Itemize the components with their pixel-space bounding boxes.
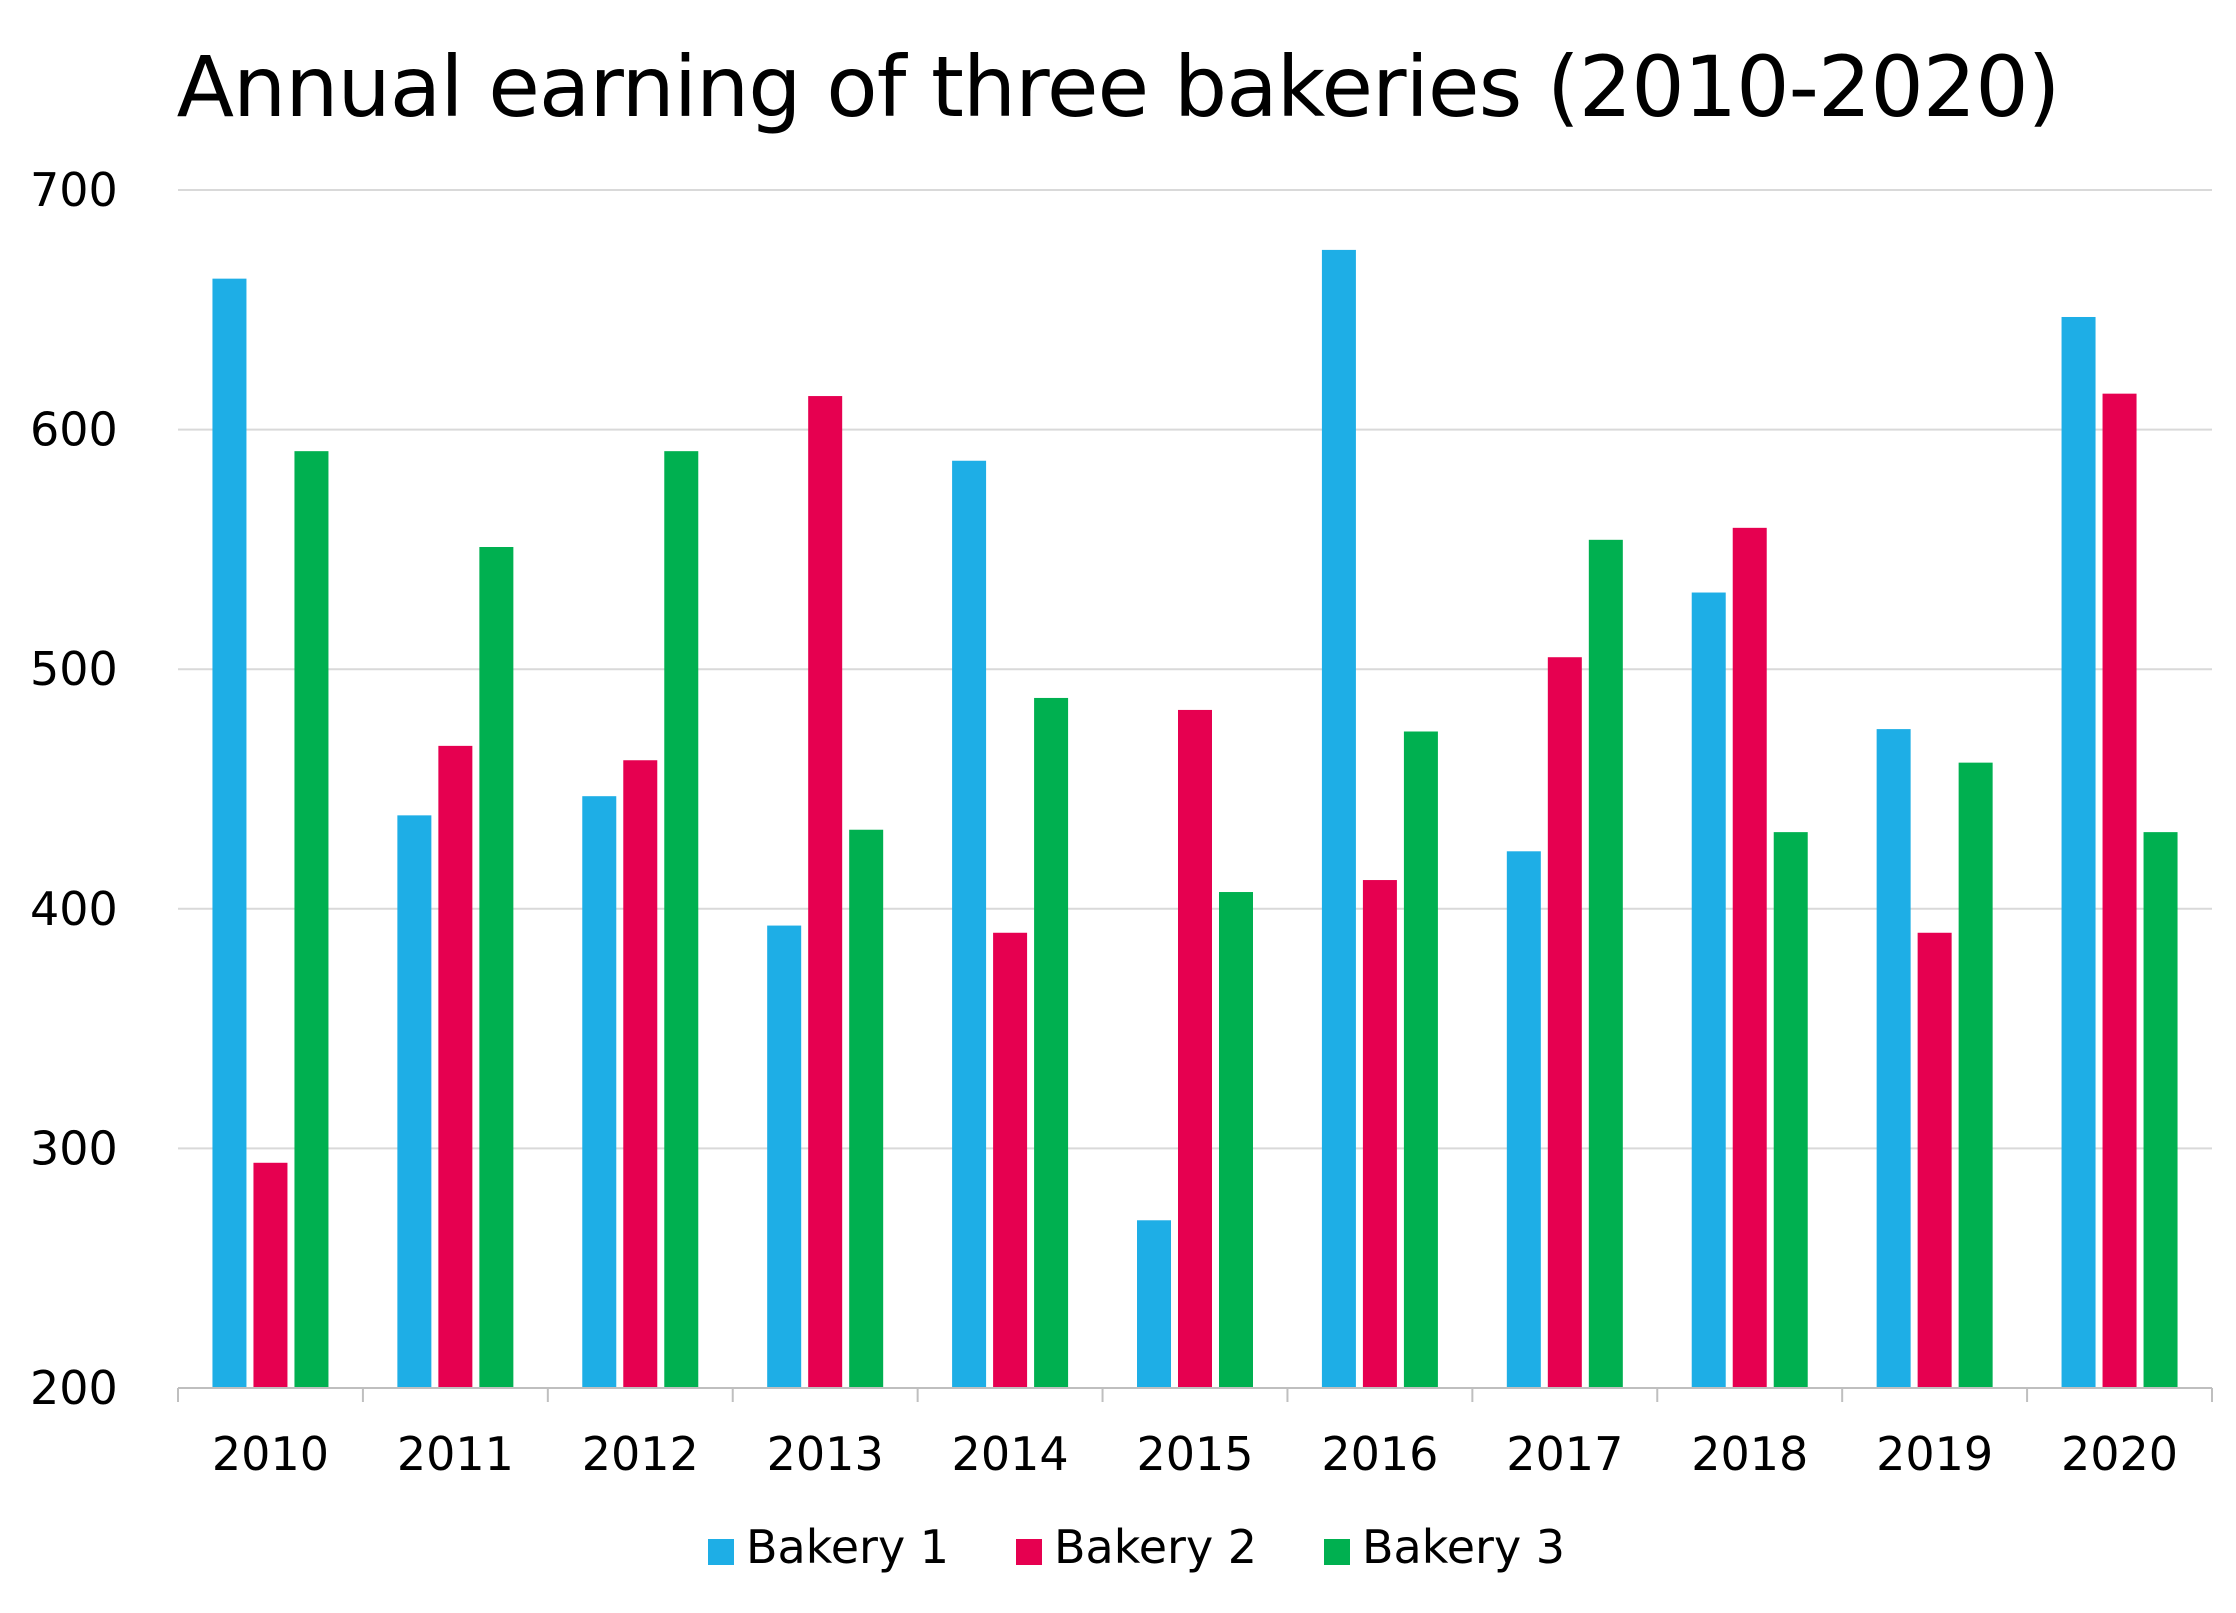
bar-bakery-2-2011: [438, 745, 473, 1388]
y-axis-tick-labels: 200 300 400 500 600 700: [30, 163, 118, 1415]
bar-bakery-3-2011: [479, 547, 514, 1388]
y-tick-label: 300: [30, 1121, 118, 1175]
bar-bakery-1-2018: [1691, 592, 1726, 1388]
y-tick-label: 200: [30, 1361, 118, 1415]
bar-bakery-2-2020: [2102, 393, 2137, 1388]
bar-bakery-3-2012: [664, 451, 699, 1388]
x-tick-label: 2014: [952, 1427, 1069, 1481]
bar-bakery-3-2018: [1773, 832, 1808, 1388]
bar-bakery-3-2010: [294, 451, 329, 1388]
x-tick-label: 2017: [1506, 1427, 1623, 1481]
legend-label: Bakery 3: [1362, 1520, 1565, 1574]
y-tick-label: 500: [30, 642, 118, 696]
bar-bakery-2-2016: [1362, 880, 1397, 1388]
bar-bakery-3-2017: [1588, 539, 1623, 1388]
bar-bakery-3-2019: [1958, 762, 1993, 1388]
legend-swatch: [708, 1539, 734, 1565]
bar-bakery-1-2014: [952, 460, 987, 1388]
bar-bakery-1-2020: [2061, 316, 2096, 1388]
x-tick-label: 2012: [582, 1427, 699, 1481]
bar-bakery-1-2019: [1876, 729, 1911, 1388]
legend-item-bakery-2: Bakery 2: [1016, 1520, 1257, 1574]
bar-bakery-1-2017: [1506, 851, 1541, 1388]
y-tick-label: 400: [30, 882, 118, 936]
bars: [212, 249, 2178, 1389]
bar-bakery-1-2013: [767, 925, 802, 1388]
bar-bakery-2-2012: [623, 760, 658, 1388]
x-axis: [177, 1387, 2213, 1402]
bar-bakery-1-2011: [397, 815, 432, 1388]
x-tick-label: 2018: [1691, 1427, 1808, 1481]
x-tick-label: 2020: [2061, 1427, 2178, 1481]
bar-bakery-2-2018: [1732, 527, 1767, 1388]
bar-bakery-2-2015: [1178, 709, 1212, 1388]
bar-bakery-3-2015: [1219, 892, 1253, 1388]
legend-swatch: [1324, 1539, 1350, 1565]
x-axis-tick-labels: 2010 2011 2012 2013 2014 2015 2016 2017 2018 2019…: [212, 1427, 2178, 1481]
bar-bakery-3-2020: [2143, 832, 2178, 1388]
legend-label: Bakery 2: [1054, 1520, 1257, 1574]
bar-bakery-2-2013: [808, 396, 843, 1388]
bar-bakery-2-2010: [253, 1162, 288, 1388]
bar-bakery-1-2012: [582, 796, 617, 1388]
legend-swatch: [1016, 1539, 1042, 1565]
legend-label: Bakery 1: [746, 1520, 949, 1574]
x-tick-label: 2013: [767, 1427, 884, 1481]
bar-bakery-2-2017: [1547, 657, 1582, 1388]
bar-bakery-2-2019: [1917, 932, 1952, 1388]
x-tick-label: 2016: [1321, 1427, 1438, 1481]
legend-item-bakery-3: Bakery 3: [1324, 1520, 1565, 1574]
bar-bakery-3-2014: [1034, 697, 1069, 1388]
y-tick-label: 700: [30, 163, 118, 217]
legend-item-bakery-1: Bakery 1: [708, 1520, 949, 1574]
bar-bakery-3-2013: [849, 829, 884, 1388]
bar-bakery-1-2010: [212, 278, 247, 1389]
bar-bakery-3-2016: [1403, 731, 1438, 1388]
y-tick-label: 600: [30, 403, 118, 457]
x-tick-label: 2019: [1876, 1427, 1993, 1481]
x-tick-label: 2010: [212, 1427, 329, 1481]
chart-title: Annual earning of three bakeries (2010-2…: [176, 38, 2061, 136]
legend: Bakery 1 Bakery 2 Bakery 3: [708, 1520, 1565, 1574]
bar-bakery-2-2014: [993, 932, 1028, 1388]
x-tick-label: 2011: [397, 1427, 514, 1481]
bar-bakery-1-2016: [1321, 249, 1356, 1388]
bar-bakery-1-2015: [1137, 1220, 1171, 1388]
x-tick-label: 2015: [1136, 1427, 1253, 1481]
